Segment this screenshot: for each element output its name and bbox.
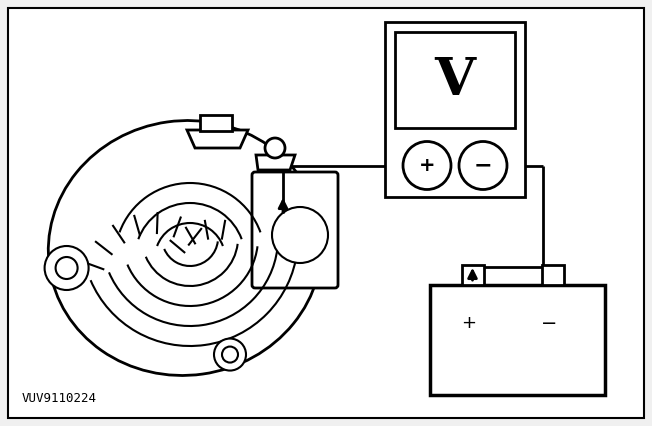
Text: +: + — [419, 156, 436, 175]
Bar — [542, 265, 564, 285]
Bar — [395, 32, 515, 128]
Circle shape — [272, 207, 328, 263]
Circle shape — [55, 257, 78, 279]
Bar — [385, 22, 525, 197]
Bar — [462, 265, 484, 285]
Circle shape — [44, 246, 89, 290]
Polygon shape — [256, 155, 295, 170]
Circle shape — [265, 138, 285, 158]
Circle shape — [459, 141, 507, 190]
Bar — [200, 115, 232, 131]
Text: V: V — [434, 55, 475, 106]
Text: VUV9110224: VUV9110224 — [22, 392, 97, 405]
Bar — [430, 285, 605, 395]
Circle shape — [403, 141, 451, 190]
Text: +: + — [461, 314, 476, 333]
Circle shape — [214, 339, 246, 371]
Ellipse shape — [48, 121, 321, 375]
Circle shape — [222, 347, 238, 363]
Polygon shape — [187, 130, 248, 148]
FancyBboxPatch shape — [252, 172, 338, 288]
Text: −: − — [541, 314, 557, 333]
Text: −: − — [474, 155, 492, 176]
